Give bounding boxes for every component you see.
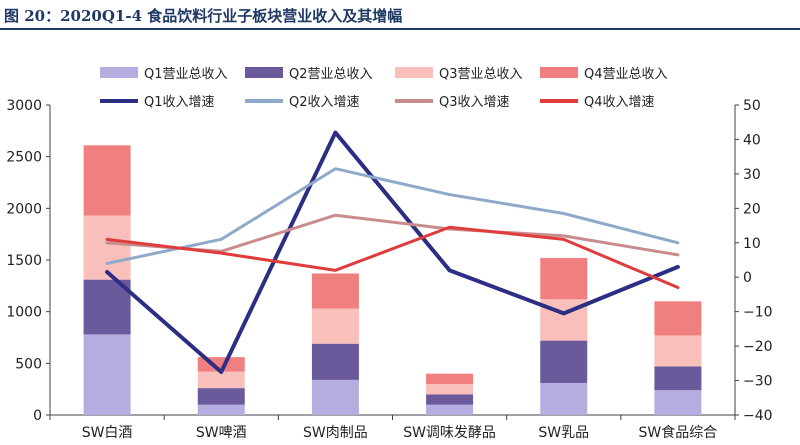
- right-y-tick-label: 30: [743, 167, 761, 183]
- bar-segment: [654, 335, 702, 367]
- left-y-tick-label: 3000: [6, 98, 42, 114]
- bar-segment: [654, 366, 702, 391]
- legend-label: Q2收入增速: [289, 95, 360, 110]
- legend-swatch: [540, 67, 578, 78]
- x-category-label: SW食品综合: [639, 424, 718, 441]
- bar-segment: [540, 382, 588, 415]
- legend-label: Q4营业总收入: [584, 67, 668, 82]
- growth-line: [105, 167, 680, 265]
- right-y-tick-label: 20: [743, 201, 761, 217]
- legend-swatch: [245, 67, 283, 78]
- growth-line: [105, 225, 680, 290]
- x-category-label: SW啤酒: [196, 425, 247, 441]
- left-y-tick-label: 0: [33, 408, 42, 424]
- right-y-tick-label: 10: [743, 236, 761, 252]
- bar-segment: [311, 379, 359, 415]
- bar-segment: [426, 394, 474, 405]
- revenue-growth-chart: 0 500 1000 1500 2000 2500 3000 −40 −30 −20 −10 0 10 2…: [6, 67, 773, 441]
- title-divider: [0, 28, 800, 30]
- right-y-tick-label: 0: [743, 270, 752, 286]
- legend-label: Q3收入增速: [439, 95, 510, 110]
- bar-segment: [197, 371, 245, 389]
- legend-label: Q1收入增速: [144, 95, 215, 110]
- bar-segment: [540, 257, 588, 300]
- bar-segment: [83, 334, 131, 415]
- legend-swatch: [395, 67, 433, 78]
- right-y-tick-label: −40: [743, 408, 773, 424]
- x-category-label: SW肉制品: [303, 425, 368, 441]
- left-y-tick-label: 1000: [6, 305, 42, 321]
- right-y-tick-label: −10: [743, 305, 773, 321]
- bar-segment: [83, 215, 131, 280]
- legend-label: Q4收入增速: [584, 95, 655, 110]
- figure-title-bar: 图 20：2020Q1-4 食品饮料行业子板块营业收入及其增幅: [0, 0, 800, 30]
- bar-segment: [311, 343, 359, 380]
- left-y-tick-label: 500: [15, 356, 42, 372]
- right-y-tick-label: 50: [743, 98, 761, 114]
- legend-label: Q2营业总收入: [289, 67, 373, 82]
- bar-segment: [654, 301, 702, 336]
- x-category-label: SW乳品: [538, 425, 589, 441]
- right-y-tick-label: −30: [743, 374, 773, 390]
- bar-segment: [83, 279, 131, 335]
- right-y-tick-label: −20: [743, 339, 773, 355]
- x-category-label: SW白酒: [82, 425, 133, 441]
- left-y-tick-label: 2000: [6, 201, 42, 217]
- bar-segment: [540, 340, 588, 383]
- bar-segment: [426, 373, 474, 384]
- bar-segment: [197, 388, 245, 405]
- right-y-tick-label: 40: [743, 132, 761, 148]
- bar-segment: [83, 145, 131, 216]
- left-y-tick-label: 1500: [6, 253, 42, 269]
- bar-segment: [426, 404, 474, 415]
- bar-segment: [311, 308, 359, 344]
- figure-title: 图 20：2020Q1-4 食品饮料行业子板块营业收入及其增幅: [4, 7, 403, 25]
- bar-segment: [654, 390, 702, 415]
- bar-segment: [197, 404, 245, 415]
- bar-segment: [311, 273, 359, 309]
- x-category-label: SW调味发酵品: [403, 425, 496, 441]
- legend-label: Q3营业总收入: [439, 67, 523, 82]
- bar-segment: [426, 384, 474, 395]
- legend-label: Q1营业总收入: [144, 67, 228, 82]
- left-y-tick-label: 2500: [6, 150, 42, 166]
- growth-line: [105, 130, 680, 374]
- legend-swatch: [100, 67, 138, 78]
